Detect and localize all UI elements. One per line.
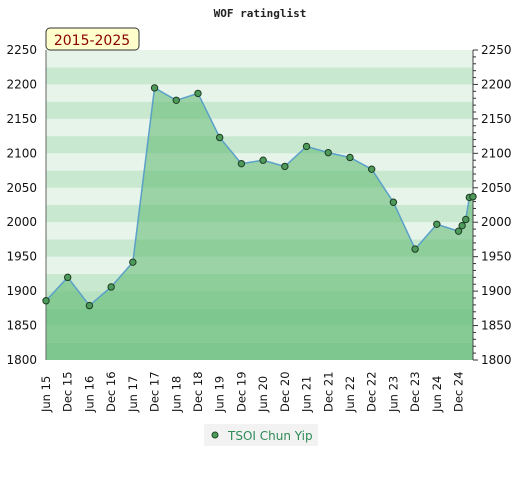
data-point[interactable] [469,193,477,201]
y-tick-label-left: 1900 [6,284,37,298]
y-tick-label-right: 2200 [481,77,512,91]
y-tick-label-right: 1850 [481,319,512,333]
data-point[interactable] [107,283,115,291]
data-point[interactable] [458,221,466,230]
legend-marker [211,431,219,439]
data-point[interactable] [454,227,463,235]
data-point[interactable] [346,153,354,162]
data-point[interactable] [411,245,419,253]
background-band [46,67,473,85]
data-point[interactable] [302,142,311,151]
x-tick-label: Jun 23 [386,376,400,413]
legend-box [204,424,318,446]
x-tick-label: Jun 18 [169,376,183,413]
x-tick-label: Dec 21 [321,371,335,412]
axes-layer [45,49,478,361]
x-tick-label: Jun 20 [256,376,270,413]
period-badge: 2015-2025 [45,27,140,51]
period-badge-label: 2015-2025 [54,33,130,49]
y-tick-label-right: 1950 [481,250,512,264]
background-band [46,84,473,102]
x-tick-label: Dec 20 [278,371,292,412]
legend-label: TSOI Chun Yip [227,429,313,443]
y-tick-label-right: 1900 [481,284,512,298]
y-tick-label-right: 2250 [481,43,512,57]
data-point[interactable] [85,301,94,310]
background-band [46,136,473,154]
data-point[interactable] [129,258,137,266]
y-tick-label-left: 2050 [6,181,37,195]
y-tick-label-right: 1800 [481,353,512,367]
series-markers [42,84,477,310]
x-tick-label: Jun 17 [126,376,140,413]
legend[interactable]: TSOI Chun Yip [204,424,318,446]
x-tick-label: Dec 16 [104,371,118,412]
background-band [46,118,473,137]
x-ticks: Jun 15 Dec 15 Jun 16 Dec 16 Jun 17 Dec 17 Jun … [39,371,466,413]
y-tick-label-left: 1950 [6,250,37,264]
x-tick-label: Dec 18 [191,371,205,412]
period-badge-box [45,27,140,51]
series-area [46,87,473,360]
x-tick-label: Dec 15 [61,371,75,412]
y-tick-label-right: 2000 [481,215,512,229]
data-point[interactable] [367,165,376,173]
data-point[interactable] [150,84,159,92]
data-point[interactable] [281,162,289,171]
y-tick-label-left: 1850 [6,319,37,333]
y-ticks-right: 1800 1850 1900 1950 2000 2050 2100 2150 2200 2250 [481,43,512,367]
data-point[interactable] [42,297,50,305]
data-point[interactable] [64,273,72,282]
x-tick-label: Jun 22 [343,376,357,413]
x-tick-label: Dec 22 [365,371,379,412]
y-tick-label-right: 2050 [481,181,512,195]
data-point[interactable] [389,198,398,206]
data-point[interactable] [462,215,470,224]
x-tick-label: Jun 15 [39,376,53,413]
x-tick-label: Dec 19 [234,371,248,412]
y-tick-label-right: 2100 [481,146,512,160]
y-tick-label-left: 2200 [6,77,37,91]
x-tick-label: Dec 23 [408,371,422,412]
data-point[interactable] [324,148,332,157]
y-tick-label-left: 1800 [6,353,37,367]
y-tick-label-left: 2000 [6,215,37,229]
data-point[interactable] [259,156,267,164]
x-tick-label: Jun 24 [430,376,444,413]
y-tick-label-right: 2150 [481,112,512,126]
data-point[interactable] [215,133,224,142]
x-tick-label: Dec 24 [452,371,466,412]
x-tick-label: Jun 16 [82,376,96,413]
x-tick-label: Jun 19 [213,376,227,413]
data-point[interactable] [172,96,180,104]
y-tick-label-left: 2150 [6,112,37,126]
y-ticks-left: 1800 1850 1900 1950 2000 2050 2100 2150 2200 2250 [6,43,37,367]
data-point[interactable] [433,220,441,228]
y-tick-label-left: 2100 [6,146,37,160]
chart-title: WOF ratinglist [214,7,307,20]
x-tick-label: Jun 21 [300,376,314,413]
data-point[interactable] [237,159,246,168]
background-band [46,101,473,119]
x-tick-label: Dec 17 [148,371,162,412]
y-tick-label-left: 2250 [6,43,37,57]
data-point[interactable] [194,89,202,98]
background-band [46,50,473,68]
